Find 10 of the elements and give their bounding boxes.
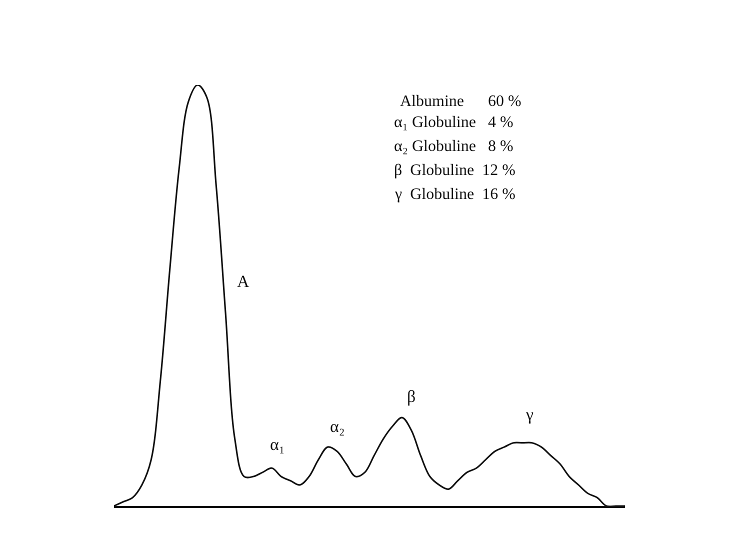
annotation: α₂ [330, 417, 345, 436]
annotation: α₁ Globuline 4 % [394, 114, 514, 131]
annotation: Albumine 60 % [400, 93, 522, 110]
annotation: β Globuline 12 % [394, 162, 516, 179]
annotation: α₂ Globuline 8 % [394, 138, 514, 155]
annotation: α₁ [270, 435, 285, 454]
annotation: A [237, 272, 250, 291]
annotation: γ Globuline 16 % [394, 186, 516, 203]
annotation: β [407, 387, 416, 406]
annotation: γ [525, 405, 534, 424]
